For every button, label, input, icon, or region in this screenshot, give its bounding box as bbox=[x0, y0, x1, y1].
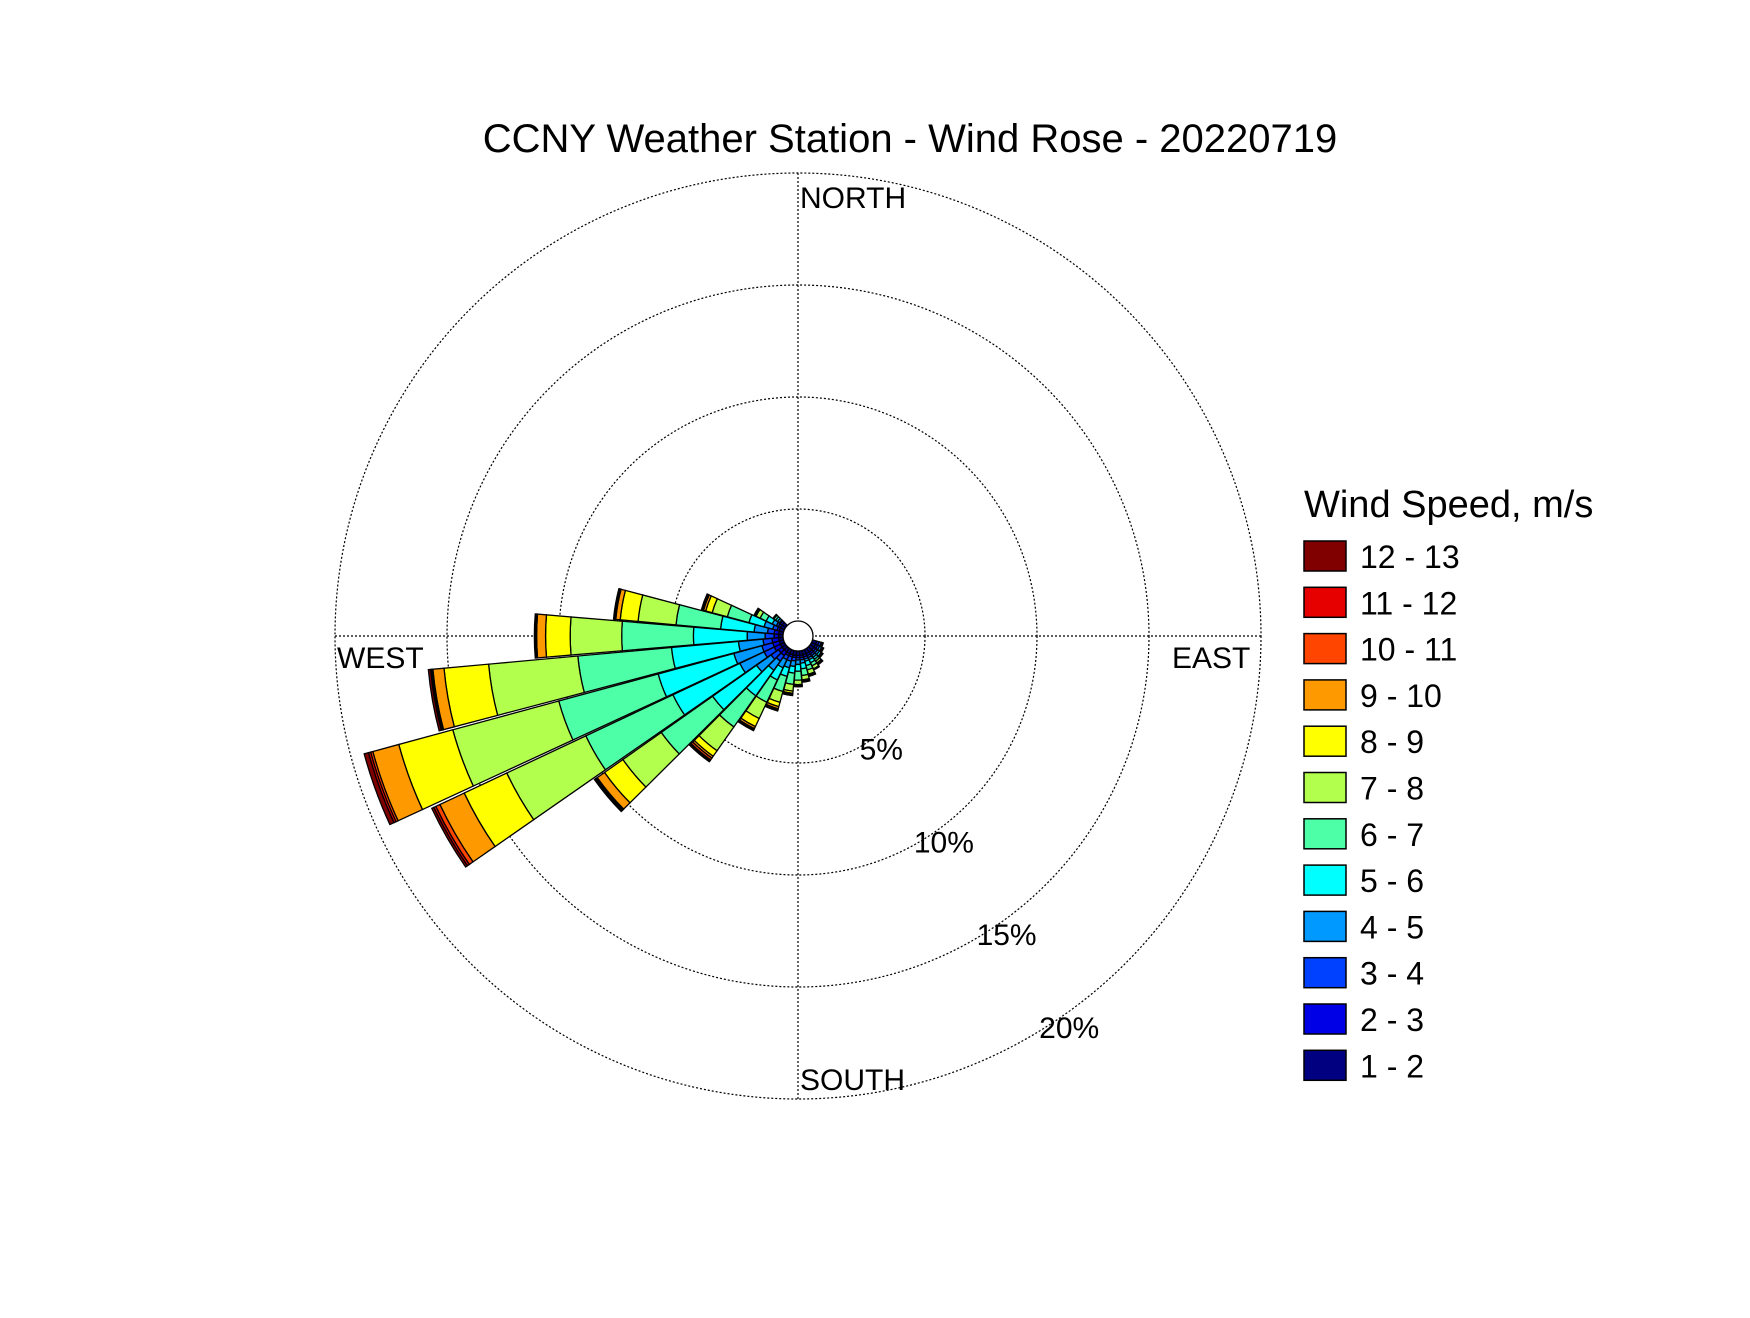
direction-label-west: WEST bbox=[337, 642, 424, 675]
legend-swatch-3 bbox=[1303, 632, 1347, 665]
wedge-260-bin-12 bbox=[427, 668, 443, 732]
wedge-290-bin-12 bbox=[700, 593, 709, 611]
wedge-210-bin-12 bbox=[737, 720, 755, 732]
wedge-190-bin-12 bbox=[781, 691, 794, 697]
sector-280 bbox=[612, 587, 785, 636]
wedge-310-bin-7 bbox=[772, 613, 778, 620]
radial-label-20: 20% bbox=[1039, 1012, 1099, 1045]
legend-label-7: 6 - 7 bbox=[1360, 817, 1424, 853]
sector-220 bbox=[688, 645, 791, 763]
wedge-180-bin-6 bbox=[793, 670, 803, 681]
legend-swatch-10 bbox=[1303, 956, 1347, 989]
wedge-270-bin-12 bbox=[533, 613, 538, 659]
sector-270 bbox=[533, 613, 784, 659]
wedge-160-bin-9 bbox=[807, 672, 817, 678]
legend-swatch-4 bbox=[1303, 679, 1347, 711]
sector-200 bbox=[764, 648, 795, 712]
direction-label-east: EAST bbox=[1172, 642, 1250, 675]
legend-swatch-1 bbox=[1303, 540, 1347, 572]
legend-label-1: 12 - 13 bbox=[1360, 539, 1460, 575]
sector-250 bbox=[363, 639, 786, 826]
legend-swatch-12 bbox=[1303, 1049, 1347, 1082]
radial-tick-labels: 5% 10% 15% 20% bbox=[860, 734, 1100, 1046]
legend-swatch-8 bbox=[1303, 864, 1347, 896]
sector-190 bbox=[781, 649, 798, 697]
radial-label-15: 15% bbox=[977, 919, 1037, 952]
legend-label-4: 9 - 10 bbox=[1360, 678, 1442, 714]
legend-label-10: 3 - 4 bbox=[1360, 956, 1424, 992]
legend-label-9: 4 - 5 bbox=[1360, 909, 1424, 945]
sector-150 bbox=[803, 647, 821, 671]
wedge-130-bin-7 bbox=[818, 652, 824, 659]
direction-label-south: SOUTH bbox=[800, 1064, 905, 1097]
wedge-230-bin-12 bbox=[593, 778, 623, 813]
wedge-270-bin-9 bbox=[535, 613, 548, 659]
wedge-280-bin-12 bbox=[612, 587, 621, 621]
wind-sectors bbox=[363, 587, 825, 868]
direction-label-north: NORTH bbox=[800, 182, 906, 215]
legend-swatch-5 bbox=[1303, 725, 1347, 757]
radial-label-10: 10% bbox=[914, 826, 974, 859]
wedge-140-bin-9 bbox=[816, 659, 824, 666]
wedge-200-bin-12 bbox=[764, 704, 779, 712]
wedge-110-bin-5 bbox=[819, 641, 825, 648]
legend-label-2: 11 - 12 bbox=[1360, 585, 1457, 621]
wedge-150-bin-8 bbox=[812, 664, 821, 671]
legend-swatch-11 bbox=[1303, 1003, 1347, 1035]
wedge-280-bin-7 bbox=[637, 594, 681, 626]
legend-label-5: 8 - 9 bbox=[1360, 724, 1424, 760]
legend-swatch-2 bbox=[1303, 586, 1347, 619]
sector-110 bbox=[810, 639, 825, 648]
legend-title: Wind Speed, m/s bbox=[1304, 484, 1593, 526]
legend-swatch-9 bbox=[1303, 910, 1347, 943]
legend-label-3: 10 - 11 bbox=[1360, 632, 1457, 668]
chart-title: CCNY Weather Station - Wind Rose - 20220… bbox=[483, 117, 1338, 161]
wedge-170-bin-9 bbox=[801, 678, 811, 683]
legend-swatch-7 bbox=[1303, 818, 1347, 850]
legend-label-8: 5 - 6 bbox=[1360, 863, 1424, 899]
sector-260 bbox=[427, 636, 785, 732]
wedge-270-bin-7 bbox=[569, 616, 624, 656]
wedge-270-bin-8 bbox=[544, 614, 572, 658]
wedge-300-bin-9 bbox=[753, 607, 760, 617]
sector-230 bbox=[593, 643, 789, 813]
radial-label-5: 5% bbox=[860, 734, 903, 767]
wedge-220-bin-12 bbox=[688, 743, 711, 763]
wedge-120-bin-6 bbox=[819, 646, 825, 654]
legend: 12 - 13 11 - 12 10 - 11 9 - 10 8 - 9 7 - 8 6 -… bbox=[1303, 539, 1460, 1084]
legend-label-6: 7 - 8 bbox=[1360, 771, 1424, 807]
center-hub bbox=[782, 620, 814, 652]
sector-240 bbox=[430, 641, 787, 868]
legend-label-11: 2 - 3 bbox=[1360, 1002, 1424, 1038]
wedge-250-bin-12 bbox=[363, 751, 395, 826]
legend-label-12: 1 - 2 bbox=[1360, 1048, 1424, 1084]
wedge-240-bin-12 bbox=[430, 806, 469, 868]
wedge-180-bin-9 bbox=[793, 684, 803, 688]
legend-swatch-6 bbox=[1303, 771, 1347, 804]
